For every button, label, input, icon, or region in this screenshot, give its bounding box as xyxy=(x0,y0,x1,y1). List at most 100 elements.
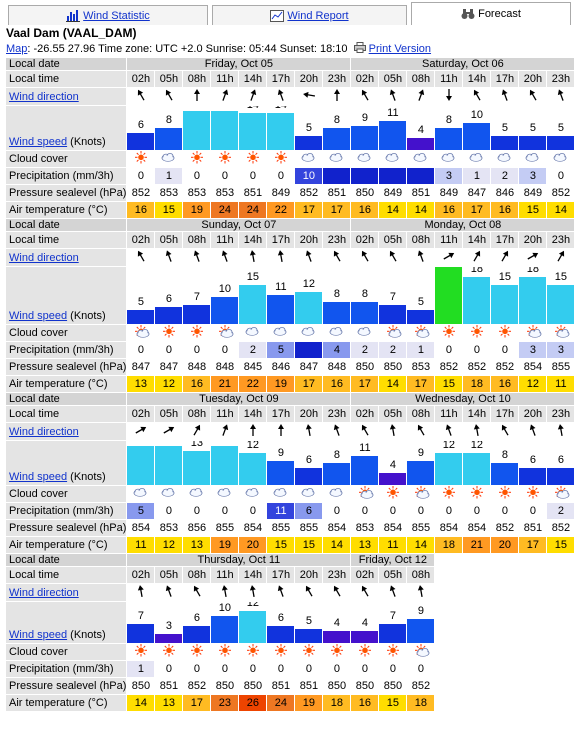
cloud-cover-label: Cloud cover xyxy=(4,324,128,342)
cloud-icon xyxy=(406,150,436,168)
wind-arrow-icon xyxy=(546,422,576,441)
air-temperature-row: Air temperature (°C) 11 12 13 19 20 15 15 14 13 11… xyxy=(4,536,576,554)
precipitation-cell: 0 xyxy=(406,660,436,678)
wind-speed-value: 7 xyxy=(137,609,144,622)
wind-speed-value: 8 xyxy=(361,288,368,300)
wind-speed-label-text[interactable]: Wind speed xyxy=(9,136,68,148)
wind-speed-value: 12 xyxy=(246,601,260,610)
wind-speed-value: 8 xyxy=(501,449,508,461)
hour-cell: 20h xyxy=(294,566,324,584)
wind-speed-label-text[interactable]: Wind speed xyxy=(9,471,68,483)
wind-speed-bar: 9 xyxy=(406,440,436,486)
air-temperature-label-text: Air temperature (°C) xyxy=(9,697,108,709)
local-time-label: Local time xyxy=(4,70,128,88)
hour-cell: 20h xyxy=(518,70,548,88)
wind-speed-bar: 22 xyxy=(434,266,464,325)
temperature-cell: 12 xyxy=(518,375,548,393)
local-time-row: Local time 02h 05h 08h 11h 14h 17h 20h 23h 02h 05h… xyxy=(4,566,575,584)
hour-cell: 11h xyxy=(434,231,464,249)
wind-speed-bar: 5 xyxy=(294,601,324,644)
wind-speed-label-text[interactable]: Wind speed xyxy=(9,310,68,322)
wind-speed-value: 5 xyxy=(137,295,144,308)
wind-arrow-icon xyxy=(518,422,548,441)
wind-direction-label-text[interactable]: Wind direction xyxy=(9,251,79,264)
temperature-cell: 19 xyxy=(266,375,296,393)
hour-cell: 17h xyxy=(490,70,520,88)
precipitation-cell: 0 xyxy=(238,660,268,678)
temperature-cell: 14 xyxy=(406,201,436,219)
wind-speed-value: 7 xyxy=(193,290,200,303)
precipitation-cell: 0 xyxy=(210,341,240,359)
wind-speed-bar: 6 xyxy=(182,601,212,644)
wind-arrow-icon xyxy=(210,583,240,602)
precipitation-row: Precipitation (mm/3h) 1 0 0 0 0 0 0 0 0 0 0 xyxy=(4,660,575,678)
wind-speed-bar: 9 xyxy=(406,601,436,644)
wind-direction-label-text[interactable]: Wind direction xyxy=(9,90,79,103)
sun-icon xyxy=(462,324,492,342)
precipitation-cell: 2 xyxy=(546,502,576,520)
air-temperature-label: Air temperature (°C) xyxy=(4,536,128,554)
precipitation-cell: 0 xyxy=(406,502,436,520)
wind-arrow-icon xyxy=(154,87,184,106)
hour-cell: 20h xyxy=(518,405,548,423)
cloud-icon xyxy=(154,150,184,168)
tab-forecast[interactable]: Forecast xyxy=(411,2,571,25)
cloud-icon xyxy=(462,150,492,168)
precipitation-cell xyxy=(322,167,352,185)
precipitation-cell: 0 xyxy=(462,341,492,359)
temperature-cell: 16 xyxy=(434,201,464,219)
pressure-cell: 852 xyxy=(294,184,324,202)
pressure-cell: 850 xyxy=(378,677,408,695)
wind-direction-label-text[interactable]: Wind direction xyxy=(9,425,79,438)
wind-speed-value: 7 xyxy=(389,609,396,622)
wind-speed-row: Wind speed (Knots) 7 3 6 10 12 6 5 4 4 7 9 xyxy=(4,601,575,644)
precipitation-cell: 1 xyxy=(126,660,156,678)
temperature-cell: 24 xyxy=(266,694,296,712)
hour-cell: 08h xyxy=(182,231,212,249)
cloud-icon xyxy=(322,150,352,168)
tab-wind-statistic[interactable]: Wind Statistic xyxy=(8,5,208,25)
wind-speed-bar: 8 xyxy=(350,266,380,325)
precipitation-cell: 0 xyxy=(350,660,380,678)
cloud-cover-row: Cloud cover xyxy=(4,643,575,661)
wind-speed-bar: 8 xyxy=(322,105,352,151)
wind-speed-value: 4 xyxy=(333,617,340,629)
precipitation-cell: 0 xyxy=(182,502,212,520)
wind-speed-value: 18 xyxy=(470,266,484,276)
cloud-icon xyxy=(546,150,576,168)
sun-icon xyxy=(210,643,240,661)
sun-icon xyxy=(378,485,408,503)
wind-arrow-icon xyxy=(182,248,212,267)
wind-speed-value: 11 xyxy=(275,280,287,293)
filler xyxy=(434,694,575,712)
wind-direction-label-text[interactable]: Wind direction xyxy=(9,586,79,599)
wind-direction-row: Wind direction xyxy=(4,248,576,267)
precipitation-cell: 0 xyxy=(126,167,156,185)
print-version-link[interactable]: Print Version xyxy=(368,43,432,55)
pressure-label: Pressure sealevel (hPa) xyxy=(4,358,128,376)
cloud-cover-label: Cloud cover xyxy=(4,485,128,503)
sun-icon xyxy=(350,643,380,661)
filler xyxy=(434,660,575,678)
cloud-icon xyxy=(434,150,464,168)
wind-arrow-icon xyxy=(210,87,240,106)
wind-arrow-icon xyxy=(350,422,380,441)
cloud-cover-row: Cloud cover xyxy=(4,324,576,342)
wind-speed-label-text[interactable]: Wind speed xyxy=(9,629,68,641)
map-link[interactable]: Map xyxy=(6,43,28,55)
temperature-cell: 14 xyxy=(126,694,156,712)
precipitation-cell: 6 xyxy=(294,502,324,520)
tab-wind-report[interactable]: Wind Report xyxy=(212,5,407,25)
pressure-label: Pressure sealevel (hPa) xyxy=(4,184,128,202)
hour-cell: 17h xyxy=(490,231,520,249)
temperature-cell: 17 xyxy=(294,201,324,219)
temperature-cell: 23 xyxy=(210,694,240,712)
printer-icon[interactable] xyxy=(353,42,366,53)
wind-speed-bar: 15 xyxy=(210,105,240,151)
temperature-cell: 17 xyxy=(294,375,324,393)
local-date-label-text: Local date xyxy=(9,219,60,231)
wind-arrow-icon xyxy=(490,87,520,106)
hour-cell: 17h xyxy=(266,70,296,88)
local-date-label: Local date xyxy=(4,392,128,406)
precipitation-cell: 0 xyxy=(378,660,408,678)
